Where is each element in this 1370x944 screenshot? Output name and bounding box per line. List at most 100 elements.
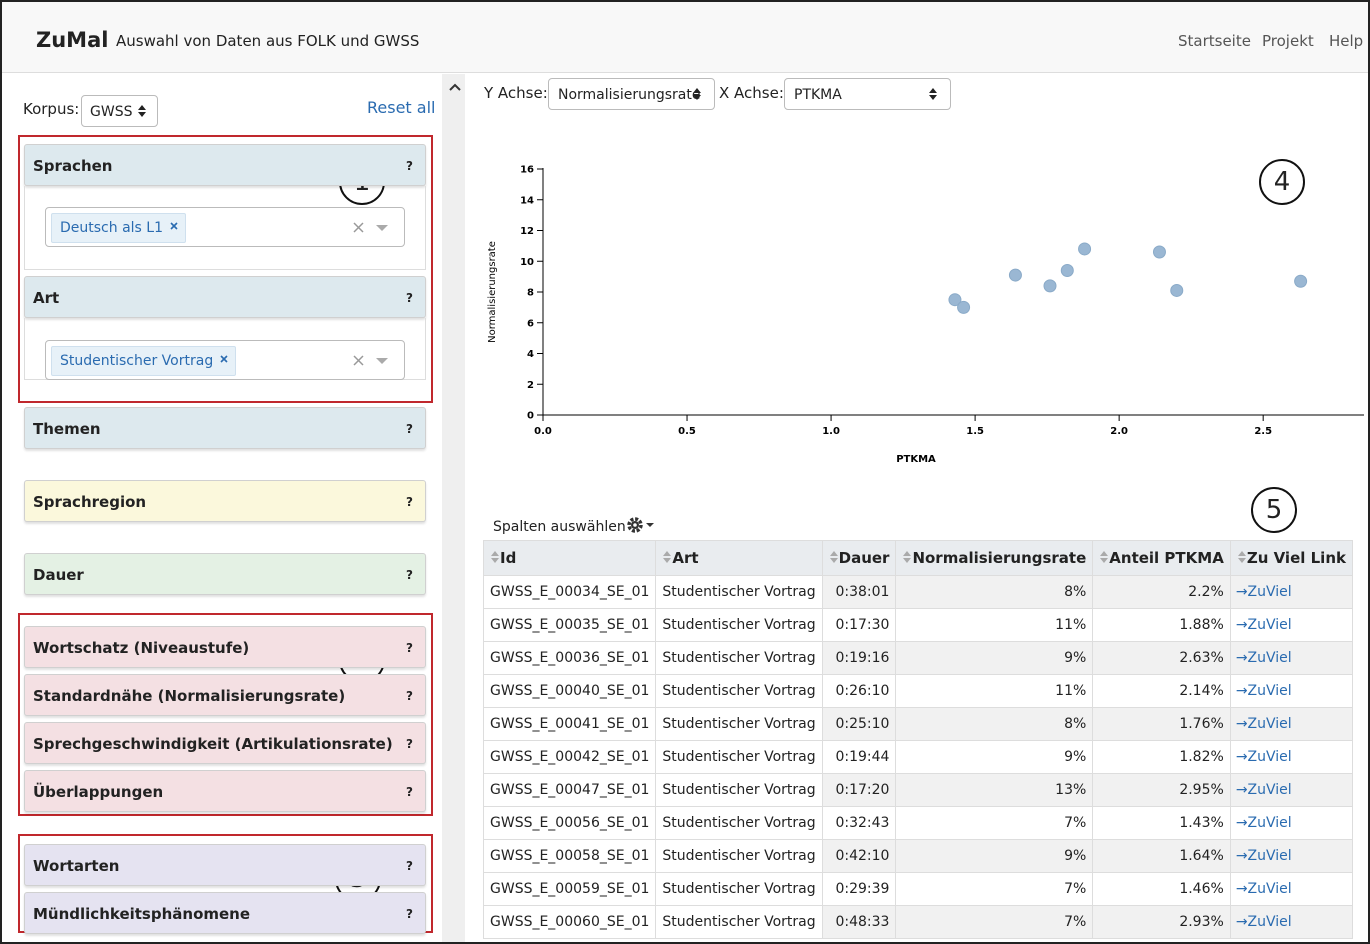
cell: 0:32:43 [822,807,896,840]
help-icon[interactable]: ? [406,627,413,669]
cell[interactable]: →ZuViel [1230,873,1352,906]
panel-header[interactable]: Themen? [24,407,426,449]
cell: 0:29:39 [822,873,896,906]
korpus-select[interactable]: GWSS [81,95,158,127]
cell: 7% [896,906,1093,939]
cell: 7% [896,807,1093,840]
select-arrows [137,104,147,118]
help-icon[interactable]: ? [406,771,413,813]
table-row: GWSS_E_00042_SE_01Studentischer Vortrag0… [484,741,1353,774]
columns-button[interactable]: Spalten auswählen [493,516,658,535]
column-header[interactable]: Id [484,541,656,576]
help-icon[interactable]: ? [406,277,413,319]
column-title: Anteil PTKMA [1109,549,1224,567]
multi-select[interactable]: Deutsch als L1 [45,207,405,247]
help-icon[interactable]: ? [406,554,413,596]
y-tick-label: 12 [520,226,534,237]
column-header[interactable]: Normalisierungsrate [896,541,1093,576]
table-row: GWSS_E_00060_SE_01Studentischer Vortrag0… [484,906,1353,939]
panel-header[interactable]: Sprachregion? [24,480,426,522]
cell: 7% [896,873,1093,906]
panel-header[interactable]: Überlappungen? [24,770,426,812]
subtitle: Auswahl von Daten aus FOLK und GWSS [116,32,419,50]
panel-header[interactable]: Sprechgeschwindigkeit (Artikulationsrate… [24,722,426,764]
reset-link[interactable]: Reset all [367,98,435,117]
brand[interactable]: ZuMal [36,28,108,52]
cell: GWSS_E_00042_SE_01 [484,741,656,774]
column-header[interactable]: Art [656,541,822,576]
cell[interactable]: →ZuViel [1230,609,1352,642]
table-row: GWSS_E_00059_SE_01Studentischer Vortrag0… [484,873,1353,906]
panel-title: Wortarten [33,857,119,875]
point[interactable] [1079,243,1091,255]
help-icon[interactable]: ? [406,845,413,887]
panel-header[interactable]: Dauer? [24,553,426,595]
cell: 2.2% [1093,576,1231,609]
y-axis-label: Y Achse: [484,84,548,102]
point[interactable] [1171,284,1183,296]
help-icon[interactable]: ? [406,408,413,450]
cell[interactable]: →ZuViel [1230,906,1352,939]
cell: GWSS_E_00060_SE_01 [484,906,656,939]
collapse-icon[interactable] [448,82,462,92]
tag-remove[interactable] [213,355,229,365]
cell: Studentischer Vortrag [656,708,822,741]
nav-link[interactable]: Help [1329,32,1363,50]
x-axis-select[interactable]: PTKMA [784,78,951,110]
cell: 9% [896,642,1093,675]
nav-link[interactable]: Projekt [1262,32,1314,50]
column-header[interactable]: Zu Viel Link [1230,541,1352,576]
column-header[interactable]: Dauer [822,541,896,576]
multi-select[interactable]: Studentischer Vortrag [45,340,405,380]
sort-icon [1099,550,1109,564]
help-icon[interactable]: ? [406,893,413,935]
help-icon[interactable]: ? [406,723,413,765]
cell: 2.63% [1093,642,1231,675]
y-tick-label: 10 [520,257,534,268]
column-title: Id [500,549,516,567]
y-tick-label: 4 [527,349,534,360]
cell[interactable]: →ZuViel [1230,741,1352,774]
panel-header[interactable]: Standardnähe (Normalisierungsrate)? [24,674,426,716]
cell[interactable]: →ZuViel [1230,576,1352,609]
panel-header[interactable]: Sprachen? [24,144,426,186]
cell[interactable]: →ZuViel [1230,642,1352,675]
point[interactable] [1009,269,1021,281]
y-axis-select[interactable]: Normalisierungsrate [548,78,715,110]
point[interactable] [958,301,970,313]
nav-link[interactable]: Startseite [1178,32,1251,50]
cell[interactable]: →ZuViel [1230,675,1352,708]
help-icon[interactable]: ? [406,145,413,187]
table-row: GWSS_E_00035_SE_01Studentischer Vortrag0… [484,609,1353,642]
cell: 0:19:44 [822,741,896,774]
clear-and-arrow[interactable] [352,354,394,368]
panel-header[interactable]: Wortarten? [24,844,426,886]
cell[interactable]: →ZuViel [1230,840,1352,873]
cell[interactable]: →ZuViel [1230,774,1352,807]
korpus-label: Korpus: [23,100,79,118]
panel-header[interactable]: Mündlichkeitsphänomene? [24,892,426,934]
cell: GWSS_E_00035_SE_01 [484,609,656,642]
help-icon[interactable]: ? [406,675,413,717]
point[interactable] [1044,280,1056,292]
cell: 9% [896,741,1093,774]
point[interactable] [1295,275,1307,287]
cell: GWSS_E_00036_SE_01 [484,642,656,675]
panel-header[interactable]: Art? [24,276,426,318]
tag-remove[interactable] [163,222,179,232]
help-icon[interactable]: ? [406,481,413,523]
cell: 11% [896,675,1093,708]
cell[interactable]: →ZuViel [1230,708,1352,741]
column-title: Dauer [839,549,890,567]
sort-icon [1237,550,1247,564]
point[interactable] [1061,264,1073,276]
point[interactable] [1153,246,1165,258]
sort-icon [490,550,500,564]
scroll-gutter [442,74,465,944]
sort-icon [902,550,912,564]
column-header[interactable]: Anteil PTKMA [1093,541,1231,576]
clear-and-arrow[interactable] [352,221,394,235]
cell[interactable]: →ZuViel [1230,807,1352,840]
panel-header[interactable]: Wortschatz (Niveaustufe)? [24,626,426,668]
